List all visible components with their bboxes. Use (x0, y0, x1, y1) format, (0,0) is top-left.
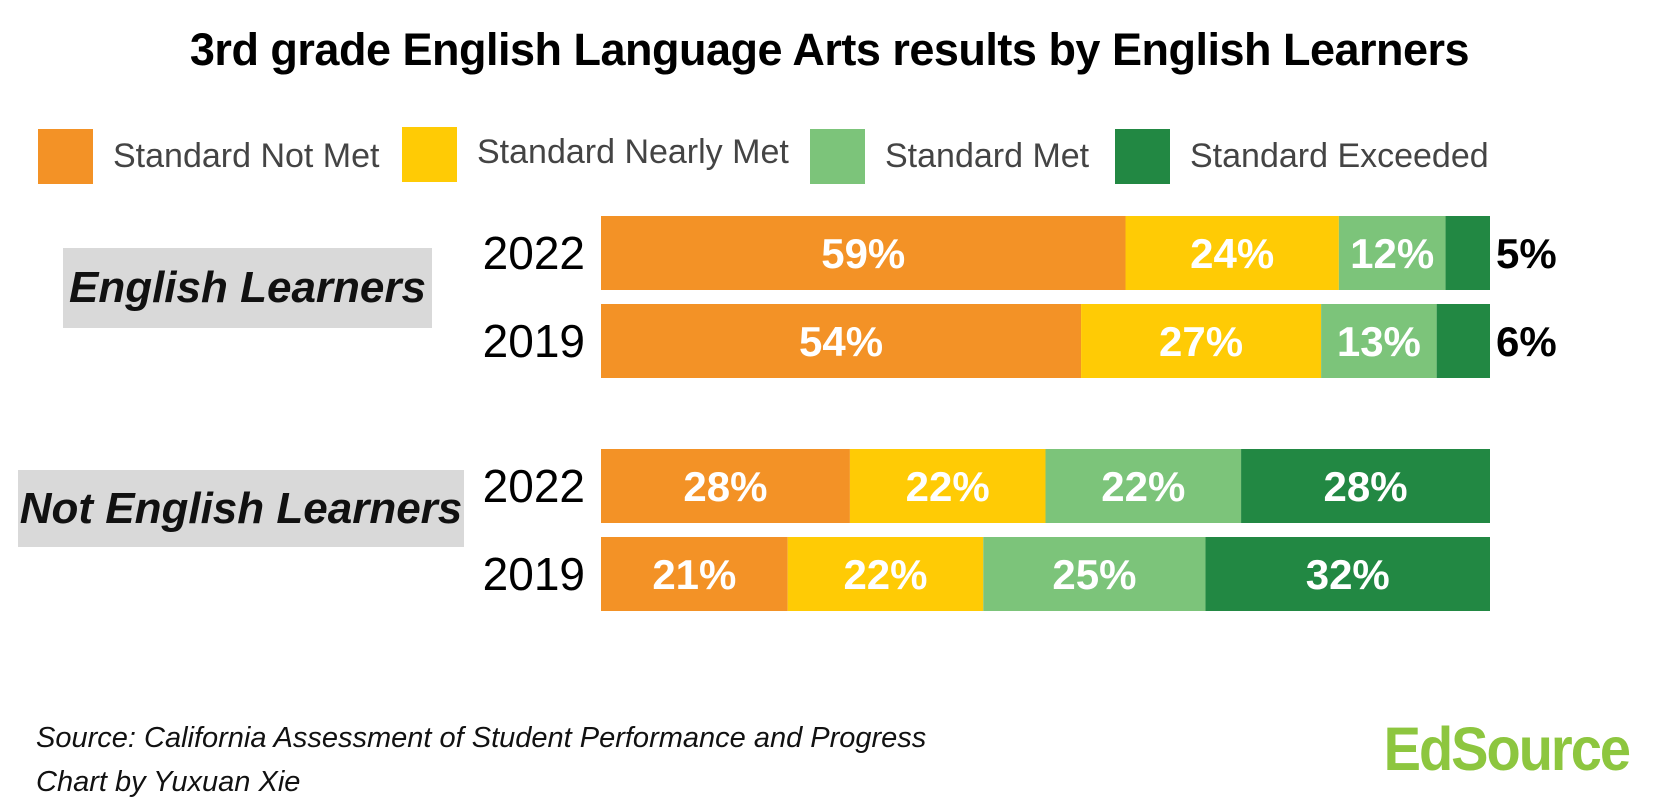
year-label: 2022 (483, 460, 585, 512)
bar-segment (601, 304, 1082, 378)
legend-label: Standard Not Met (113, 136, 380, 175)
bar-segment (1321, 304, 1437, 378)
legend-swatch (1115, 128, 1170, 184)
legend-item-met: Standard Met (810, 128, 1089, 184)
credit-line: Chart by Yuxuan Xie (36, 766, 301, 798)
group-label-english-learners: English Learners (63, 248, 432, 328)
bar-segment (1205, 537, 1490, 611)
data-label: 12% (1350, 230, 1434, 277)
bar-segment (601, 449, 850, 523)
data-label: 6% (1496, 318, 1557, 365)
year-label: 2019 (483, 548, 585, 600)
bar-segment (849, 449, 1046, 523)
data-label: 28% (683, 463, 767, 510)
source-line: Source: California Assessment of Student… (36, 722, 927, 754)
data-label: 22% (906, 463, 990, 510)
data-label: 27% (1159, 318, 1243, 365)
legend-swatch (402, 126, 457, 182)
data-label: 13% (1337, 318, 1421, 365)
bar-segment (1338, 216, 1446, 290)
group-label-not-english-learners: Not English Learners (18, 470, 464, 547)
data-label: 24% (1190, 230, 1274, 277)
data-label: 5% (1496, 230, 1557, 277)
data-label: 32% (1306, 551, 1390, 598)
data-label: 21% (652, 551, 736, 598)
bar-segment (1436, 304, 1490, 378)
legend: Standard Not Met Standard Nearly Met Sta… (0, 126, 1659, 188)
bar-segment (1445, 216, 1490, 290)
data-label: 28% (1324, 463, 1408, 510)
data-label: 22% (843, 551, 927, 598)
legend-swatch (810, 128, 865, 184)
data-label: 22% (1101, 463, 1185, 510)
bar-segment (1081, 304, 1322, 378)
bar-segment (1045, 449, 1242, 523)
legend-item-nearly-met: Standard Nearly Met (402, 124, 789, 182)
year-label: 2022 (483, 227, 585, 279)
bar-segment (983, 537, 1206, 611)
legend-label: Standard Exceeded (1190, 136, 1489, 175)
legend-item-not-met: Standard Not Met (38, 128, 379, 184)
data-label: 25% (1052, 551, 1136, 598)
chart-title: 3rd grade English Language Arts results … (189, 24, 1470, 75)
bar-segment (787, 537, 984, 611)
bar-segment (601, 537, 788, 611)
data-label: 59% (821, 230, 905, 277)
legend-label: Standard Nearly Met (477, 132, 789, 171)
legend-swatch (38, 128, 93, 184)
edsource-logo: EdSource (1383, 713, 1631, 784)
year-label: 2019 (483, 315, 585, 367)
legend-item-exceeded: Standard Exceeded (1115, 128, 1489, 184)
bar-segment (1241, 449, 1490, 523)
bar-segment (1125, 216, 1339, 290)
bar-segment (601, 216, 1126, 290)
legend-label: Standard Met (885, 136, 1090, 175)
data-label: 54% (799, 318, 883, 365)
source-note: Source: California Assessment of Student… (36, 716, 926, 804)
